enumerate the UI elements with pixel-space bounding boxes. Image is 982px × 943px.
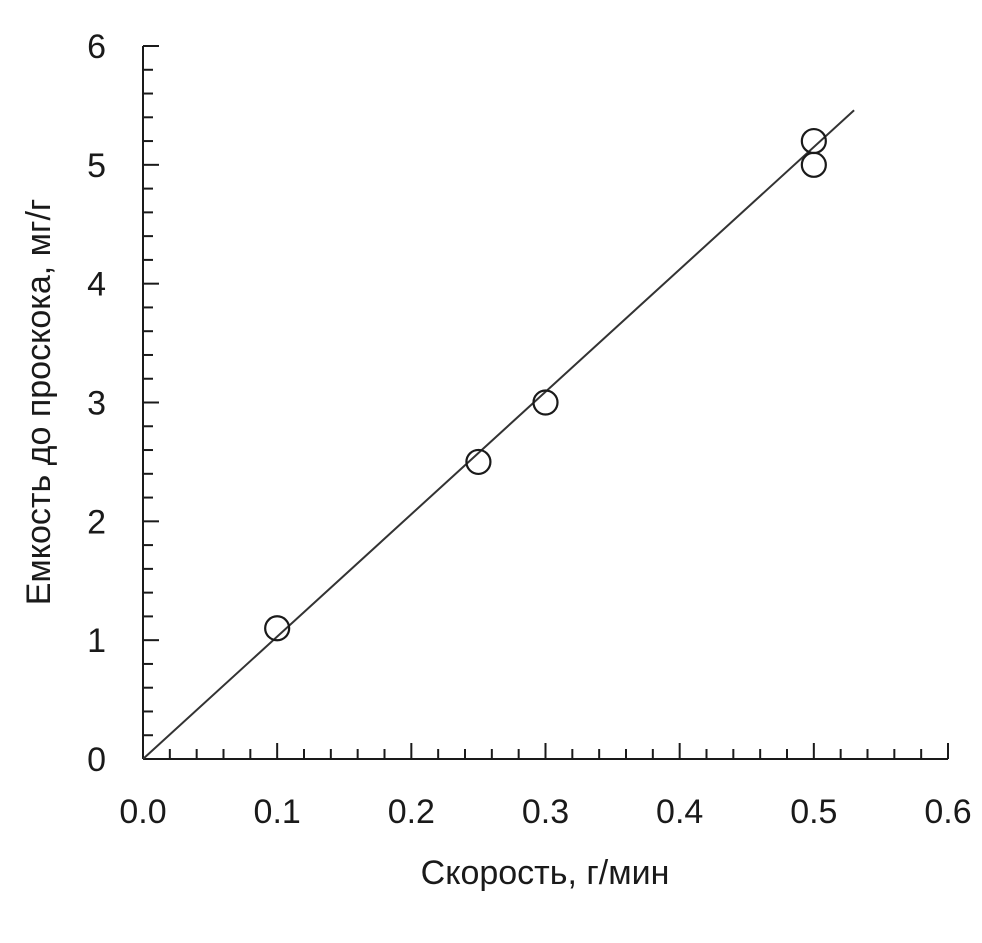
data-points bbox=[264, 127, 827, 642]
y-axis-title: Емкость до проскока, мг/г bbox=[20, 199, 58, 606]
data-point bbox=[264, 615, 291, 642]
y-tick-label: 0 bbox=[87, 741, 106, 779]
data-point bbox=[800, 127, 827, 155]
trendline-group bbox=[142, 109, 855, 760]
x-tick-label: 0.6 bbox=[924, 793, 971, 831]
y-tick-label: 6 bbox=[87, 28, 106, 66]
data-point bbox=[800, 151, 827, 178]
y-tick-label: 2 bbox=[87, 503, 106, 541]
y-axis-ticks: 0 1 2 3 4 5 6 bbox=[87, 28, 159, 779]
x-axis-title: Скорость, г/мин bbox=[421, 854, 670, 892]
x-tick-label: 0.5 bbox=[790, 793, 837, 831]
y-tick-label: 5 bbox=[87, 147, 106, 185]
y-tick-label: 4 bbox=[87, 266, 106, 304]
data-point bbox=[465, 448, 492, 476]
trendline bbox=[142, 109, 855, 760]
axes-group bbox=[142, 46, 948, 760]
x-tick-label: 0.4 bbox=[656, 793, 703, 831]
x-tick-label: 0.1 bbox=[254, 793, 301, 831]
x-tick-label: 0.2 bbox=[388, 793, 435, 831]
data-point bbox=[532, 389, 559, 416]
y-tick-label: 1 bbox=[87, 622, 106, 660]
x-tick-label: 0.3 bbox=[522, 793, 569, 831]
y-tick-label: 3 bbox=[87, 385, 106, 423]
x-axis-ticks: 0.0 0.1 0.2 0.3 0.4 0.5 0.6 bbox=[119, 743, 972, 831]
x-tick-label: 0.0 bbox=[119, 793, 166, 831]
